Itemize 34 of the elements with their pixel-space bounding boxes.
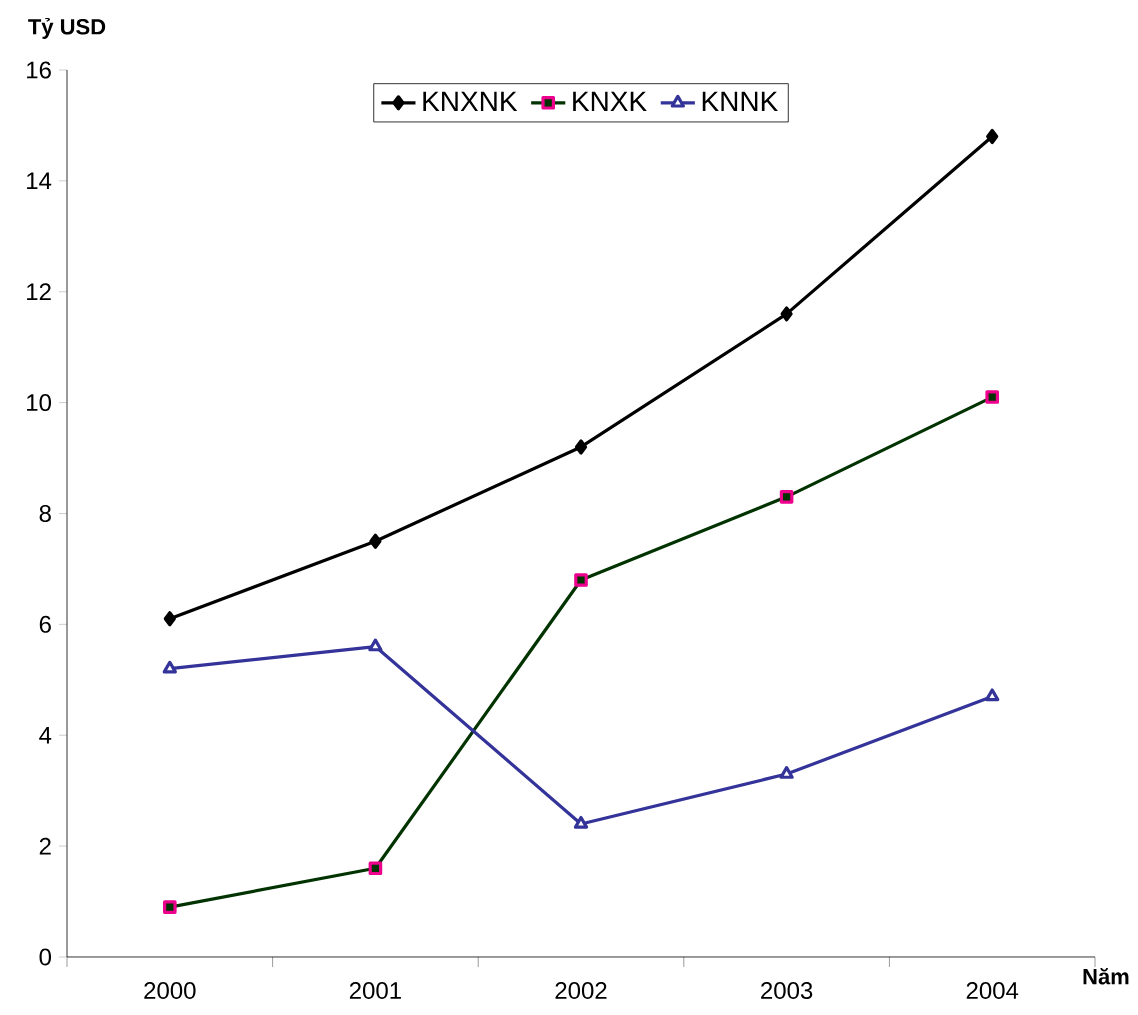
x-tick-label: 2002 — [555, 982, 607, 1000]
point — [780, 306, 793, 322]
x-tick-label: 2004 — [966, 982, 1019, 1000]
y-tick-label: 2 — [39, 837, 51, 855]
y-tick-label: 14 — [27, 172, 52, 190]
point — [986, 128, 999, 145]
point — [779, 490, 794, 504]
point — [574, 439, 588, 455]
point — [574, 573, 588, 587]
x-tick-label: 2001 — [349, 982, 401, 1000]
y-tick-label: 16 — [27, 61, 51, 79]
point — [985, 688, 1000, 702]
point — [163, 900, 177, 914]
y-tick-label: 4 — [39, 726, 52, 744]
point — [368, 861, 383, 876]
point — [162, 660, 177, 674]
x-tick-label: 2003 — [761, 982, 813, 1000]
point — [369, 533, 382, 549]
point — [779, 766, 794, 779]
y-tick-label: 10 — [27, 394, 52, 412]
y-tick-label: 8 — [39, 505, 51, 522]
point — [985, 390, 1000, 404]
legend-label: KNXNK — [423, 91, 518, 111]
x-tick-label: 2000 — [144, 982, 196, 1000]
legend-label: KNXK — [573, 91, 647, 111]
point — [368, 638, 383, 652]
y-tick-label: 0 — [39, 948, 52, 966]
point — [163, 611, 176, 627]
y-axis-title: Tỷ USD — [28, 17, 106, 39]
y-tick-label: 12 — [27, 283, 51, 301]
point — [573, 815, 589, 829]
legend-label: KNNK — [702, 91, 778, 111]
y-tick-label: 6 — [39, 615, 51, 633]
x-axis-title: Năm — [1083, 968, 1129, 985]
